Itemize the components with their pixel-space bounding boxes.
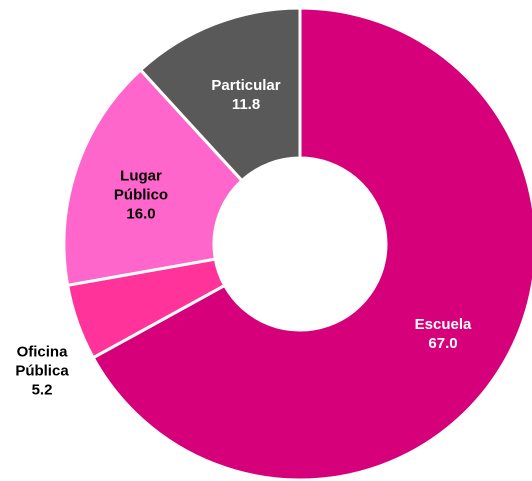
slice-label: Oficina Pública 5.2 [2, 343, 82, 400]
slice-label: Lugar Público 16.0 [101, 167, 181, 224]
category-label: Oficina Pública [15, 343, 69, 380]
value-label: 11.8 [231, 96, 261, 113]
slice-label: Particular 11.8 [191, 76, 301, 114]
value-label: 5.2 [31, 381, 53, 399]
value-label: 67.0 [428, 335, 458, 352]
donut-slice [138, 6, 302, 183]
slice-label: Escuela 67.0 [393, 315, 493, 353]
value-label: 16.0 [126, 205, 156, 223]
donut-slice [62, 67, 245, 288]
category-label: Particular [211, 77, 281, 94]
category-label: Lugar Público [113, 167, 169, 204]
category-label: Escuela [414, 316, 472, 333]
donut-slice [91, 6, 532, 481]
